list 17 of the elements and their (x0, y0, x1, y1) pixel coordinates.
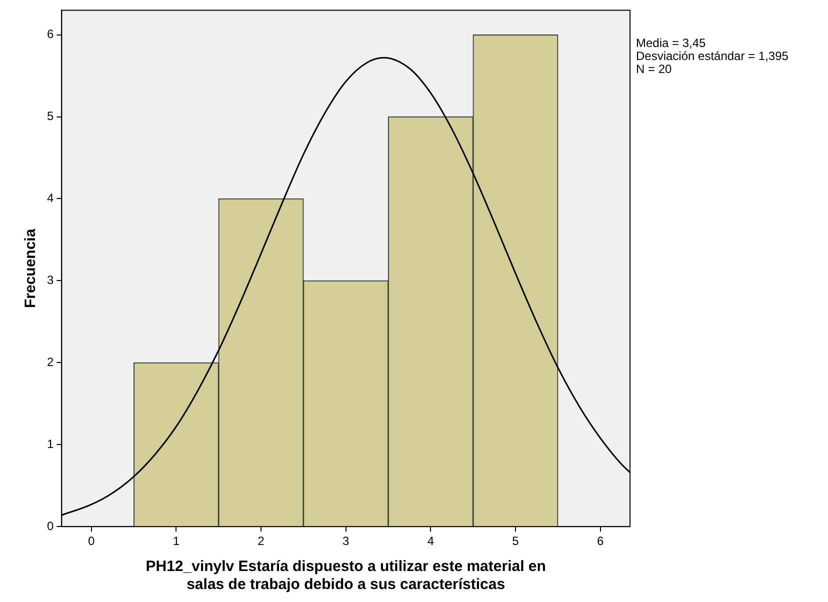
x-tick-label: 2 (258, 534, 265, 548)
y-tick-label: 1 (46, 436, 54, 451)
y-tick-label: 5 (46, 109, 54, 124)
x-tick-label: 5 (512, 534, 520, 548)
x-tick-label: 3 (342, 534, 350, 548)
y-tick-label: 2 (46, 354, 54, 369)
y-axis-title: Frecuencia (22, 228, 40, 308)
y-tick-label: 3 (46, 273, 54, 288)
x-tick-label: 4 (427, 534, 434, 548)
x-axis-title: PH12_vinylv Estaría dispuesto a utilizar este material en salas de trabajo debido a sus características (146, 558, 546, 594)
x-tick-label: 6 (596, 534, 604, 548)
text: Media = 3,45 Desviación estándar = 1,395 N = 20 (636, 36, 788, 76)
y-tick-label: 6 (46, 27, 54, 42)
y-tick-label: 0 (46, 518, 54, 533)
x-tick-label: 0 (88, 534, 96, 548)
x-tick-label: 1 (172, 534, 180, 548)
y-tick-label: 4 (46, 191, 54, 206)
